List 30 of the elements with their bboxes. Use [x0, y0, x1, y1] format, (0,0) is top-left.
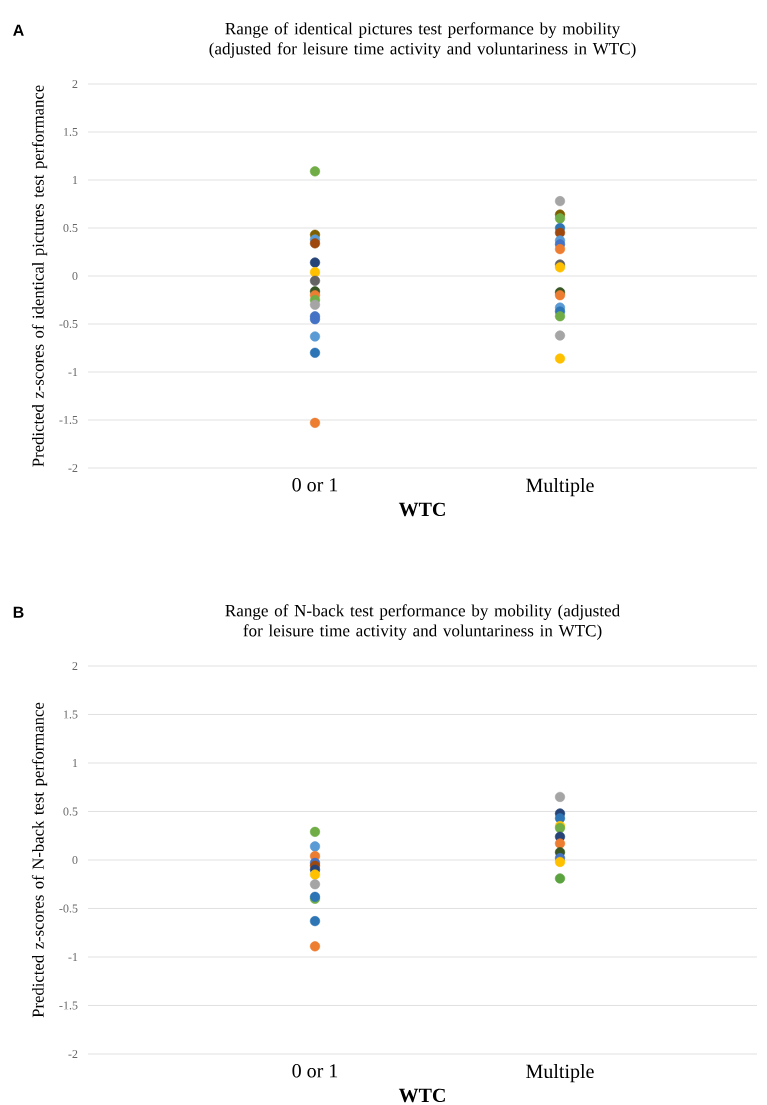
x-axis-title: WTC — [398, 502, 445, 517]
y-tick-label: 2 — [72, 80, 78, 88]
x-axis-title: WTC — [398, 1088, 445, 1103]
y-tick-label: -0.5 — [59, 319, 78, 329]
y-tick-label: 1 — [73, 176, 78, 184]
x-tick-label: 0 or 1 — [292, 478, 338, 492]
x-tick-label: 0 or 1 — [292, 1064, 338, 1078]
y-tick-label: 0.5 — [63, 223, 78, 233]
y-tick-label: 0 — [72, 271, 78, 281]
text: B — [13, 606, 24, 618]
y-tick-label: 1.5 — [64, 127, 78, 137]
chart-title: Range of identical pictures test performance by mobility (adjusted for leisure time activity and voluntariness in WTC) — [209, 22, 636, 58]
x-tick-label: Multiple — [526, 478, 594, 497]
y-tick-label: -1 — [68, 953, 78, 961]
y-tick-label: 1.5 — [64, 710, 78, 719]
y-tick-label: 0 — [72, 855, 78, 865]
y-tick-label: -1.5 — [59, 1001, 78, 1010]
text: A — [13, 24, 24, 36]
y-tick-label: 1 — [73, 759, 78, 767]
x-tick-label: Multiple — [526, 1064, 594, 1083]
y-axis-title: Predicted z-scores of identical pictures test performance — [31, 85, 48, 467]
y-tick-label: -2 — [68, 464, 78, 472]
y-tick-label: -2 — [68, 1050, 78, 1058]
y-tick-label: -1 — [68, 368, 78, 376]
y-tick-label: -0.5 — [59, 904, 78, 913]
y-tick-label: 2 — [72, 662, 78, 670]
y-tick-label: -1.5 — [59, 415, 78, 425]
chart-title: Range of N-back test performance by mobility (adjusted for leisure time activity and voluntariness in WTC) — [225, 604, 620, 640]
y-axis-title: Predicted z-scores of N-back test performance — [31, 702, 48, 1018]
y-tick-label: 0.5 — [63, 807, 78, 816]
